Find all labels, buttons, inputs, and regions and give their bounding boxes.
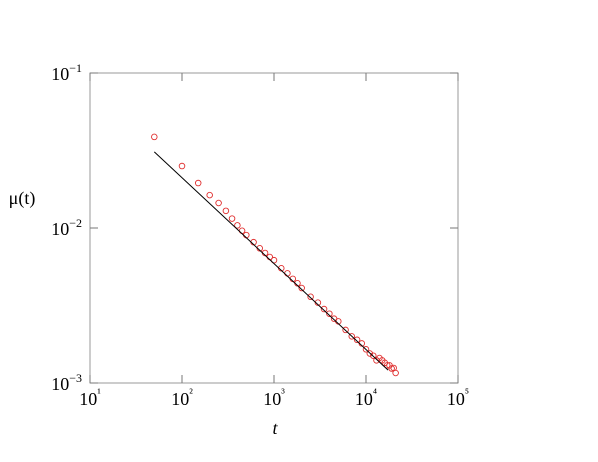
data-point <box>326 310 333 317</box>
y-axis-label: μ(t) <box>9 188 36 209</box>
x-axis-label: t <box>272 418 278 438</box>
data-point <box>366 350 374 357</box>
plot-frame <box>89 72 459 384</box>
y-tick-label: 10−3 <box>51 371 82 394</box>
data-point <box>362 346 370 353</box>
x-tick-label: 10² <box>171 386 193 409</box>
fit-line <box>153 151 389 371</box>
data-point <box>228 215 236 222</box>
data-point <box>348 333 355 340</box>
data-point <box>206 191 213 199</box>
data-point <box>215 199 222 207</box>
data-point <box>222 207 230 215</box>
data-point <box>320 305 328 313</box>
x-tick-label: 10¹ <box>79 386 101 409</box>
data-point <box>234 222 241 229</box>
data-point <box>194 179 202 187</box>
data-point <box>151 133 158 141</box>
data-point <box>353 336 361 344</box>
data-point <box>284 270 291 277</box>
y-tick-label: 10−2 <box>51 216 82 239</box>
data-point <box>178 162 186 170</box>
data-point <box>243 231 250 239</box>
data-point <box>238 227 246 234</box>
x-tick-label: 10³ <box>263 386 285 409</box>
data-point <box>307 293 314 301</box>
data-point <box>392 369 399 377</box>
data-point <box>298 284 305 292</box>
data-point <box>370 352 377 359</box>
x-tick-label: 10⁴ <box>355 386 377 409</box>
data-point <box>383 362 391 369</box>
x-tick-label: 10⁵ <box>447 386 469 409</box>
data-point <box>342 326 349 334</box>
y-tick-label: 10−1 <box>51 61 82 84</box>
